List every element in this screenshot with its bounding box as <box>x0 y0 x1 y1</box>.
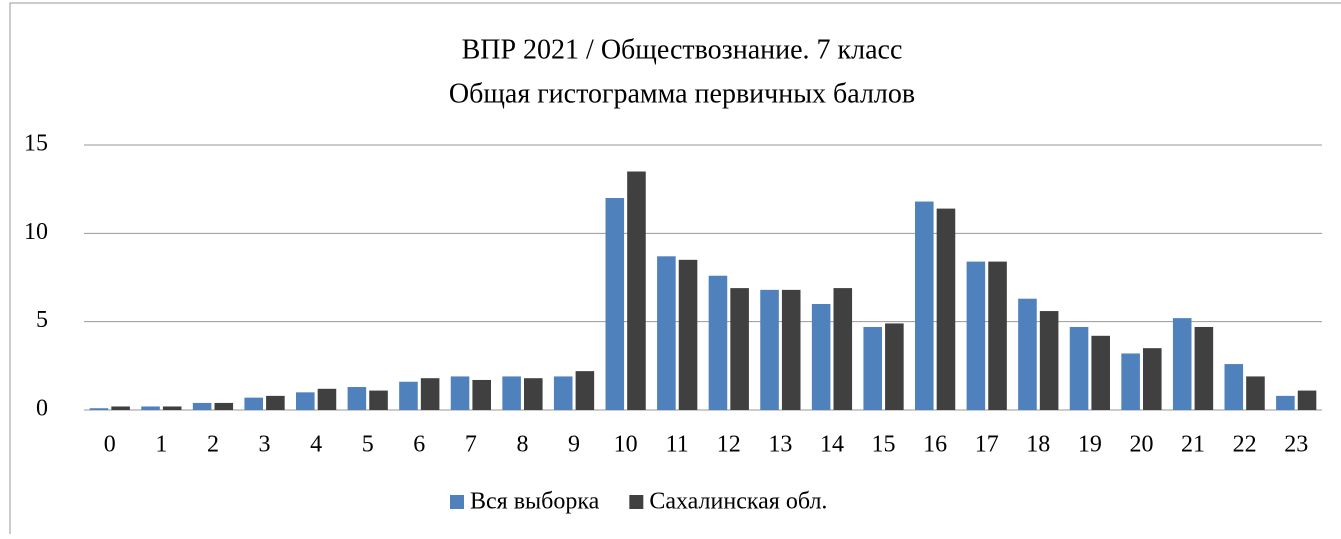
x-tick-label: 5 <box>362 432 374 458</box>
bar <box>885 323 904 410</box>
bar <box>89 408 109 410</box>
bar <box>781 289 801 410</box>
x-tick-label: 18 <box>1026 432 1050 458</box>
bar <box>317 388 337 410</box>
x-tick-label: 10 <box>614 432 638 458</box>
bar <box>936 208 956 410</box>
bar <box>1121 353 1140 410</box>
x-tick-label: 12 <box>717 432 741 458</box>
bar <box>760 289 779 410</box>
legend-swatch <box>629 495 644 509</box>
bar <box>192 402 212 410</box>
bar <box>1194 326 1214 410</box>
bar <box>575 371 595 410</box>
bar <box>162 406 182 410</box>
bar <box>627 171 646 410</box>
legend-label: Вся выборка <box>470 489 600 515</box>
bar <box>863 326 882 410</box>
bar <box>266 395 285 410</box>
bar <box>678 259 698 410</box>
bar <box>915 201 934 410</box>
x-tick-label: 2 <box>207 432 219 458</box>
legend-label: Сахалинская обл. <box>649 489 827 515</box>
bar <box>369 390 388 410</box>
bar <box>1172 318 1192 410</box>
bar <box>1069 326 1089 410</box>
x-tick-label: 11 <box>666 432 689 458</box>
bar <box>1039 311 1059 410</box>
y-tick-label: 10 <box>24 219 48 245</box>
chart-title: ВПР 2021 / Обществознание. 7 класс <box>462 34 903 65</box>
bar <box>811 304 831 410</box>
x-tick-label: 19 <box>1078 432 1102 458</box>
bar <box>1091 335 1110 410</box>
x-tick-label: 6 <box>413 432 425 458</box>
bar <box>1276 395 1295 410</box>
bar <box>524 378 543 410</box>
x-tick-label: 16 <box>923 432 947 458</box>
bar <box>420 378 440 410</box>
x-tick-label: 21 <box>1181 432 1205 458</box>
x-tick-label: 14 <box>820 432 844 458</box>
chart-frame <box>9 2 1341 534</box>
bar <box>1246 376 1265 410</box>
bar <box>657 256 676 410</box>
bar <box>244 397 263 410</box>
bar <box>111 406 130 410</box>
y-tick-label: 0 <box>36 396 48 422</box>
bar <box>296 392 315 410</box>
x-tick-label: 13 <box>768 432 792 458</box>
bar <box>1018 298 1037 410</box>
x-tick-label: 8 <box>516 432 528 458</box>
bar <box>347 387 367 410</box>
x-tick-label: 1 <box>155 432 167 458</box>
bar <box>730 288 749 410</box>
x-tick-label: 22 <box>1233 432 1257 458</box>
bar <box>966 261 986 410</box>
bar <box>1224 364 1244 410</box>
bar <box>553 376 573 410</box>
x-tick-label: 0 <box>104 432 116 458</box>
chart-subtitle: Общая гистограмма первичных баллов <box>449 78 915 109</box>
bar <box>1297 390 1317 410</box>
bar <box>214 402 234 410</box>
x-tick-label: 4 <box>310 432 322 458</box>
x-tick-label: 20 <box>1129 432 1153 458</box>
bar <box>708 275 728 410</box>
bar <box>472 379 491 410</box>
x-tick-label: 15 <box>872 432 896 458</box>
bar <box>605 198 625 410</box>
bar <box>988 261 1007 410</box>
x-tick-label: 7 <box>465 432 477 458</box>
y-tick-label: 5 <box>36 307 48 333</box>
y-tick-label: 15 <box>24 131 48 157</box>
bar <box>1143 348 1162 410</box>
bar <box>450 376 470 410</box>
bar <box>141 406 160 410</box>
x-tick-label: 17 <box>975 432 999 458</box>
legend-swatch <box>450 495 464 509</box>
bar <box>833 288 853 410</box>
x-tick-label: 9 <box>568 432 580 458</box>
x-tick-label: 23 <box>1284 432 1308 458</box>
bar <box>399 381 418 410</box>
x-tick-label: 3 <box>259 432 271 458</box>
bar <box>502 376 521 410</box>
